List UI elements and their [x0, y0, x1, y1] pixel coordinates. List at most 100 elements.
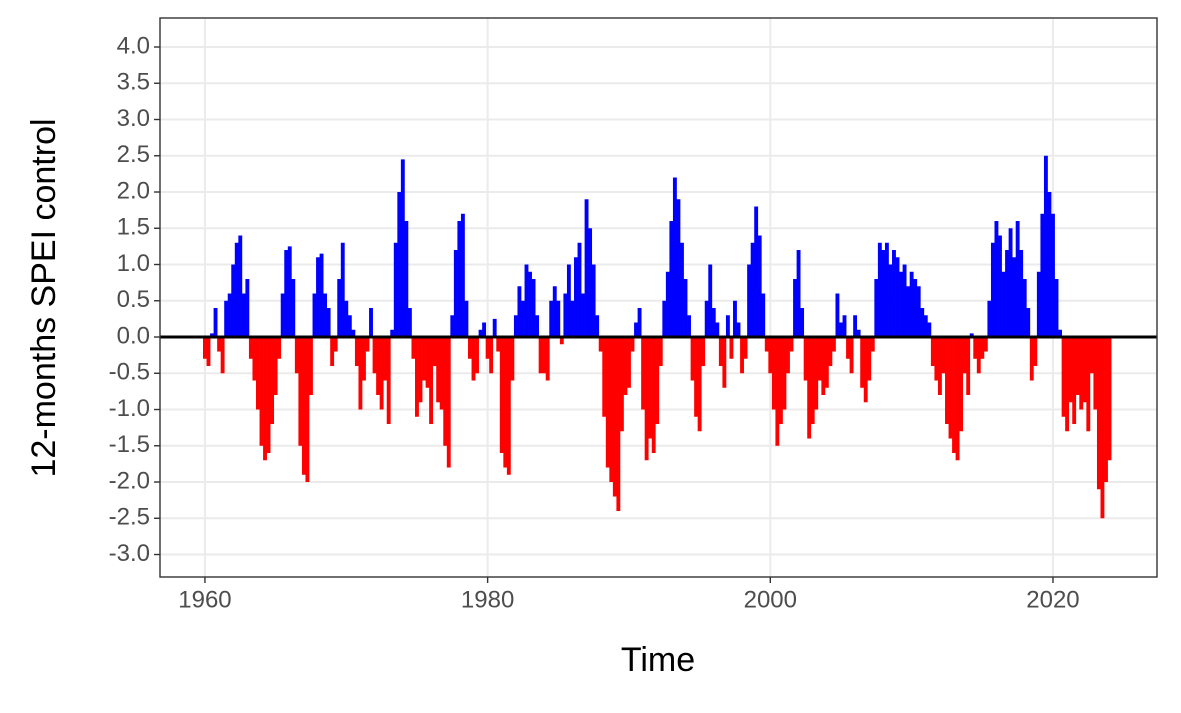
- bar: [248, 337, 253, 359]
- bar: [634, 322, 638, 338]
- bar: [807, 337, 812, 439]
- bar: [277, 337, 282, 359]
- bar: [270, 337, 275, 425]
- bar: [747, 264, 752, 338]
- bar: [415, 337, 419, 417]
- bar: [824, 337, 829, 388]
- bar: [482, 322, 487, 338]
- bar: [888, 264, 893, 338]
- bar: [429, 337, 434, 425]
- y-tick-label: -2.0: [109, 467, 150, 494]
- bar: [217, 337, 222, 352]
- bar: [400, 159, 405, 338]
- bar: [552, 286, 557, 338]
- bar: [203, 337, 207, 359]
- bar: [902, 264, 907, 338]
- y-tick-label: 2.5: [117, 141, 150, 168]
- bar: [326, 308, 331, 338]
- bar: [439, 337, 444, 410]
- bar: [422, 337, 426, 381]
- bar: [676, 199, 681, 338]
- bar: [778, 337, 783, 425]
- bar: [612, 337, 617, 497]
- bar: [1026, 308, 1031, 338]
- bar: [1082, 337, 1087, 403]
- bar: [464, 300, 469, 338]
- bar: [411, 337, 416, 359]
- bars: [203, 155, 1112, 519]
- bar: [418, 337, 423, 403]
- bar: [499, 337, 504, 454]
- bar: [803, 337, 808, 381]
- bar: [846, 337, 850, 359]
- bar: [821, 337, 826, 396]
- bar: [273, 337, 278, 396]
- bar: [1019, 250, 1024, 338]
- bar: [729, 337, 734, 359]
- bar: [867, 337, 872, 381]
- bar: [701, 337, 706, 367]
- bar: [245, 279, 250, 338]
- bar: [263, 337, 267, 461]
- bar: [853, 315, 858, 338]
- bar: [941, 337, 946, 374]
- bar: [485, 337, 490, 359]
- bar: [839, 322, 843, 338]
- bar: [206, 337, 211, 367]
- bar: [955, 337, 960, 461]
- bar: [768, 337, 773, 374]
- bar: [1068, 337, 1073, 403]
- y-axis-title: 12-months SPEI control: [25, 118, 63, 477]
- y-tick-label: 3.5: [117, 69, 150, 96]
- bar: [761, 293, 766, 338]
- bar: [496, 337, 501, 352]
- bar: [743, 337, 748, 359]
- bar: [559, 337, 564, 345]
- bar: [538, 337, 543, 374]
- bar: [453, 250, 458, 338]
- bar: [619, 337, 624, 432]
- bar: [884, 242, 889, 338]
- bar: [354, 337, 359, 367]
- bar: [284, 250, 289, 338]
- bar: [662, 300, 667, 338]
- bar: [358, 337, 363, 410]
- bar: [856, 329, 861, 338]
- bar: [1072, 337, 1077, 425]
- bar: [506, 337, 511, 475]
- bar: [927, 322, 932, 338]
- y-tick-label: -0.5: [109, 359, 150, 386]
- bar: [280, 293, 285, 338]
- bar: [252, 337, 257, 381]
- bar: [595, 315, 600, 338]
- bar: [1043, 155, 1048, 338]
- bar: [1022, 279, 1027, 338]
- bar: [892, 250, 896, 338]
- bar: [528, 271, 532, 338]
- bar: [831, 337, 836, 352]
- bar: [404, 221, 409, 338]
- bar: [764, 337, 769, 352]
- bar: [517, 286, 522, 338]
- bar: [588, 228, 593, 338]
- bar: [648, 337, 653, 439]
- y-tick-label: -1.5: [109, 431, 150, 458]
- bar: [1100, 337, 1105, 519]
- bar: [658, 337, 663, 367]
- bar: [740, 337, 744, 374]
- bar: [842, 315, 847, 338]
- bar: [920, 308, 925, 338]
- bar: [577, 242, 582, 338]
- bar: [775, 337, 780, 446]
- bar: [708, 264, 713, 338]
- bar: [460, 213, 465, 338]
- bar: [1033, 337, 1038, 367]
- bar: [1075, 337, 1080, 396]
- bar: [591, 264, 596, 338]
- y-tick-label: -1.0: [109, 395, 150, 422]
- bar: [655, 337, 660, 425]
- bar: [291, 279, 296, 338]
- bar: [316, 257, 320, 338]
- bar: [860, 337, 865, 388]
- bar: [906, 286, 911, 338]
